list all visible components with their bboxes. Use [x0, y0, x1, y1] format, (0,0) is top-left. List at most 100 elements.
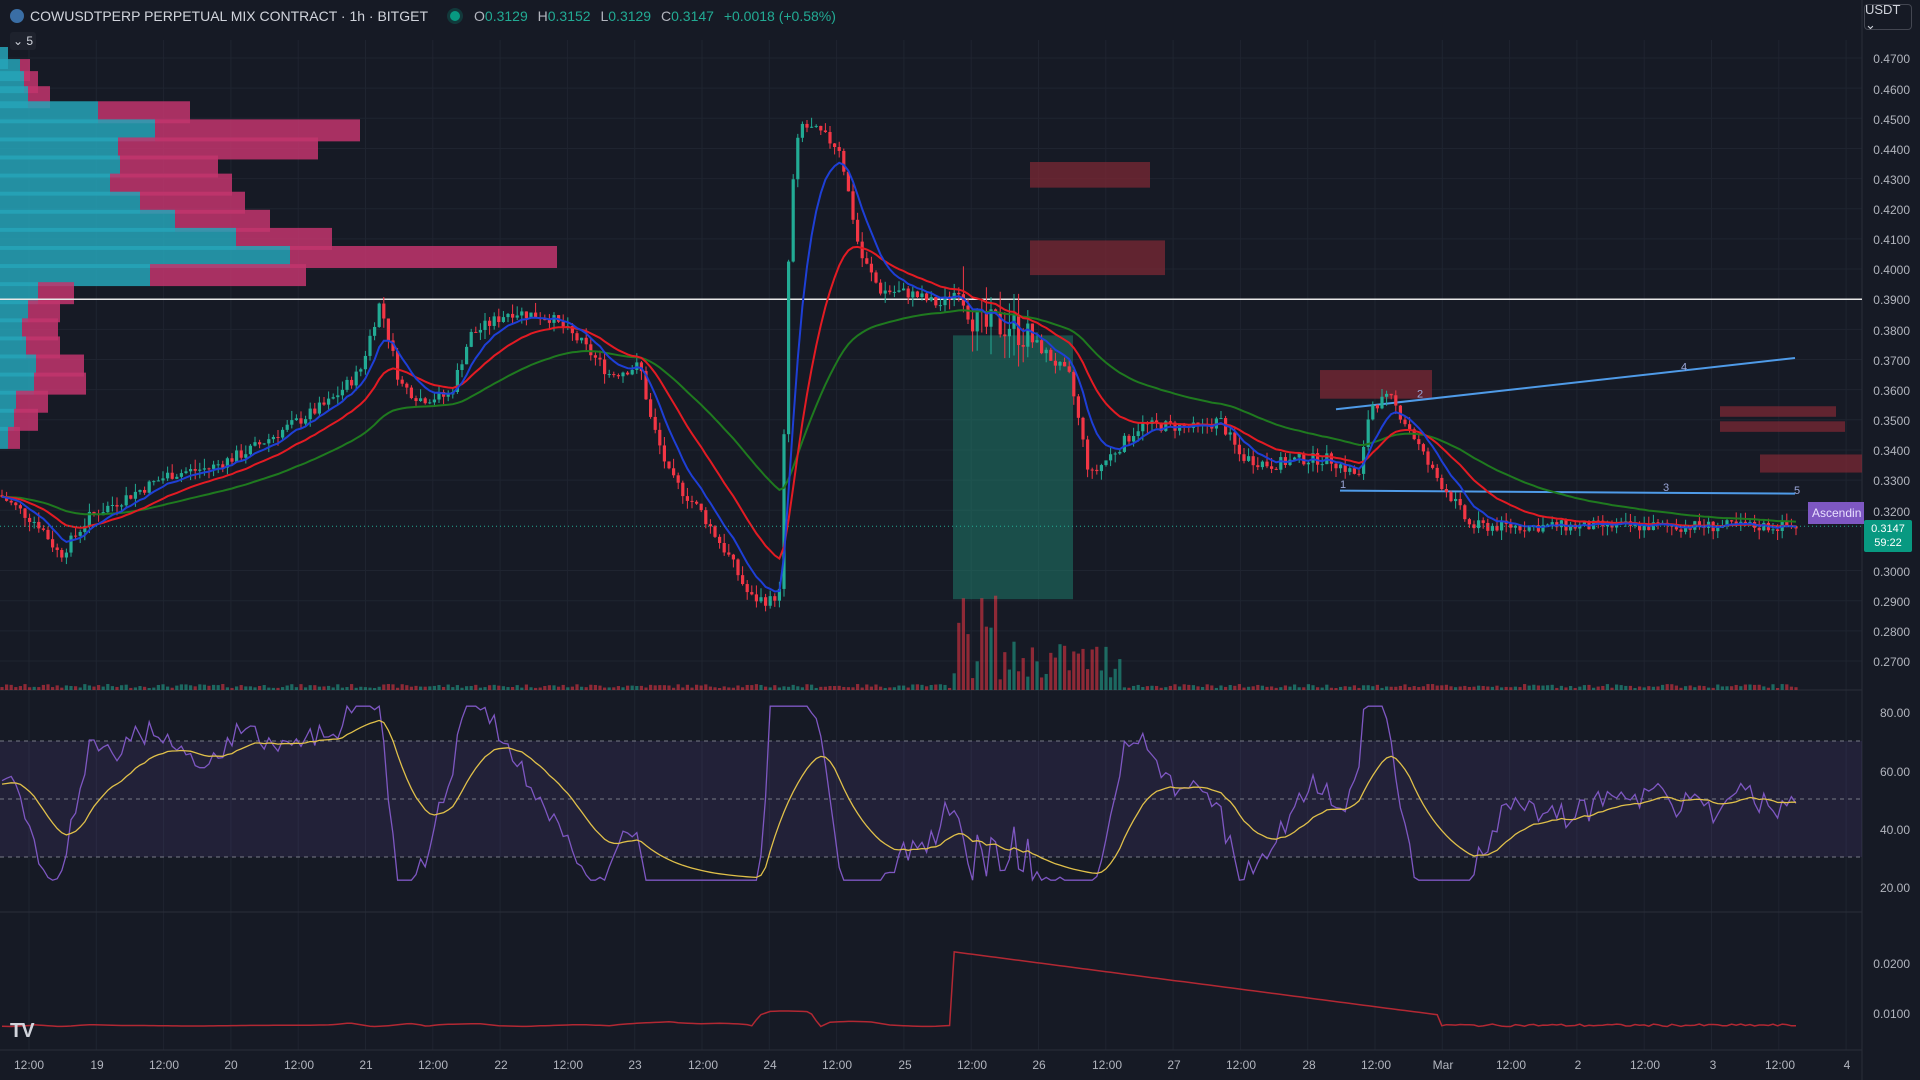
volume-bar — [1044, 673, 1048, 690]
candle-body — [340, 389, 344, 396]
candle-body — [1141, 423, 1145, 432]
candle-body — [796, 137, 800, 180]
candle-body — [1320, 464, 1324, 466]
volume-profile-sell-bar — [8, 426, 20, 449]
volume-bar — [1651, 686, 1655, 690]
candle-body — [1371, 404, 1375, 420]
volume-bar — [290, 684, 294, 690]
volume-bar — [221, 684, 225, 690]
candle-body — [1380, 396, 1384, 409]
volume-bar — [262, 685, 266, 690]
candle-body — [906, 288, 910, 298]
candle-body — [1518, 525, 1522, 531]
candle-body — [152, 481, 156, 483]
currency-select-button[interactable]: USDT ⌄ — [1864, 2, 1912, 32]
candle-body — [1426, 451, 1430, 465]
candle-body — [409, 387, 413, 399]
candle-body — [1697, 521, 1701, 527]
volume-profile-buy-bar — [0, 191, 140, 214]
time-tick: 24 — [763, 1058, 777, 1072]
pattern-label[interactable]: Ascendin — [1808, 502, 1864, 524]
volume-bar — [1191, 685, 1195, 690]
volume-bar — [1274, 687, 1278, 690]
candle-body — [106, 505, 110, 513]
candle-body — [377, 303, 381, 327]
volume-bar — [975, 661, 979, 690]
candle-body — [722, 542, 726, 553]
candle-body — [115, 504, 119, 507]
volume-bar — [1486, 686, 1490, 690]
volume-bar — [699, 685, 703, 690]
volume-bar — [520, 687, 524, 690]
volume-bar — [1444, 684, 1448, 690]
volume-bar — [1357, 687, 1361, 690]
volume-bar — [1362, 685, 1366, 690]
volume-bar — [511, 687, 515, 690]
volume-bar — [584, 687, 588, 690]
volume-profile-sell-bar — [140, 191, 245, 214]
candle-body — [1053, 360, 1057, 366]
price-axis[interactable]: 0.4700 0.4600 0.4500 0.4400 0.4300 0.420… — [1862, 0, 1920, 1080]
time-tick: 12:00 — [1091, 1058, 1123, 1072]
candle-body — [1219, 418, 1223, 420]
volume-bar — [1573, 687, 1577, 690]
volume-bar — [212, 684, 216, 690]
volume-bar — [1293, 684, 1297, 690]
volume-bar — [1026, 676, 1030, 690]
time-tick: 12:00 — [283, 1058, 315, 1072]
tradingview-logo[interactable]: TV — [10, 1020, 35, 1042]
volume-bar — [1325, 684, 1329, 690]
volume-bar — [1702, 686, 1706, 690]
candle-body — [511, 313, 515, 318]
volume-bar — [754, 684, 758, 690]
candle-body — [1481, 520, 1485, 523]
candle-body — [69, 535, 73, 553]
candle-body — [653, 416, 657, 430]
volume-bar — [1187, 684, 1191, 690]
volume-bar — [561, 684, 565, 690]
candle-body — [184, 471, 188, 474]
time-tick: 28 — [1302, 1058, 1316, 1072]
candle-body — [64, 552, 68, 558]
candle-body — [782, 434, 786, 589]
bar-countdown: 59:22 — [1874, 537, 1902, 549]
volume-bar — [1196, 686, 1200, 690]
candle-body — [1049, 349, 1053, 361]
candle-body — [5, 496, 9, 501]
candle-body — [1136, 431, 1140, 437]
candle-body — [1021, 345, 1025, 347]
volume-bar — [1679, 687, 1683, 690]
candle-body — [1500, 520, 1504, 531]
time-tick: 12:00 — [1764, 1058, 1796, 1072]
volume-bar — [1127, 687, 1131, 690]
volume-profile-sell-bar — [22, 318, 58, 341]
volume-profile-sell-bar — [118, 137, 318, 160]
volume-bar — [828, 686, 832, 690]
candle-body — [1444, 489, 1448, 493]
volume-bar — [534, 687, 538, 690]
volume-bar — [465, 686, 469, 690]
indicator-collapse-button[interactable]: ⌄ 5 — [10, 32, 36, 50]
symbol-title[interactable]: COWUSDTPERP PERPETUAL MIX CONTRACT · 1h … — [30, 8, 429, 24]
volume-bar — [856, 684, 860, 690]
volume-bar — [1477, 685, 1481, 690]
candle-body — [1550, 522, 1554, 525]
candle-body — [465, 346, 469, 365]
volume-bar — [1780, 684, 1784, 690]
volume-profile-buy-bar — [0, 227, 236, 250]
candle-body — [488, 320, 492, 326]
candle-body — [575, 333, 579, 341]
candle-body — [1182, 424, 1186, 427]
volume-bar — [331, 687, 335, 690]
time-tick: 25 — [898, 1058, 912, 1072]
candle-body — [883, 290, 887, 294]
volume-bar — [156, 684, 160, 690]
supply-zone — [1720, 421, 1845, 432]
volume-bar — [363, 687, 367, 690]
volume-bar — [317, 686, 321, 690]
candle-body — [1449, 492, 1453, 502]
volume-bar — [1371, 686, 1375, 690]
time-tick: 12:00 — [687, 1058, 719, 1072]
volume-bar — [920, 684, 924, 690]
